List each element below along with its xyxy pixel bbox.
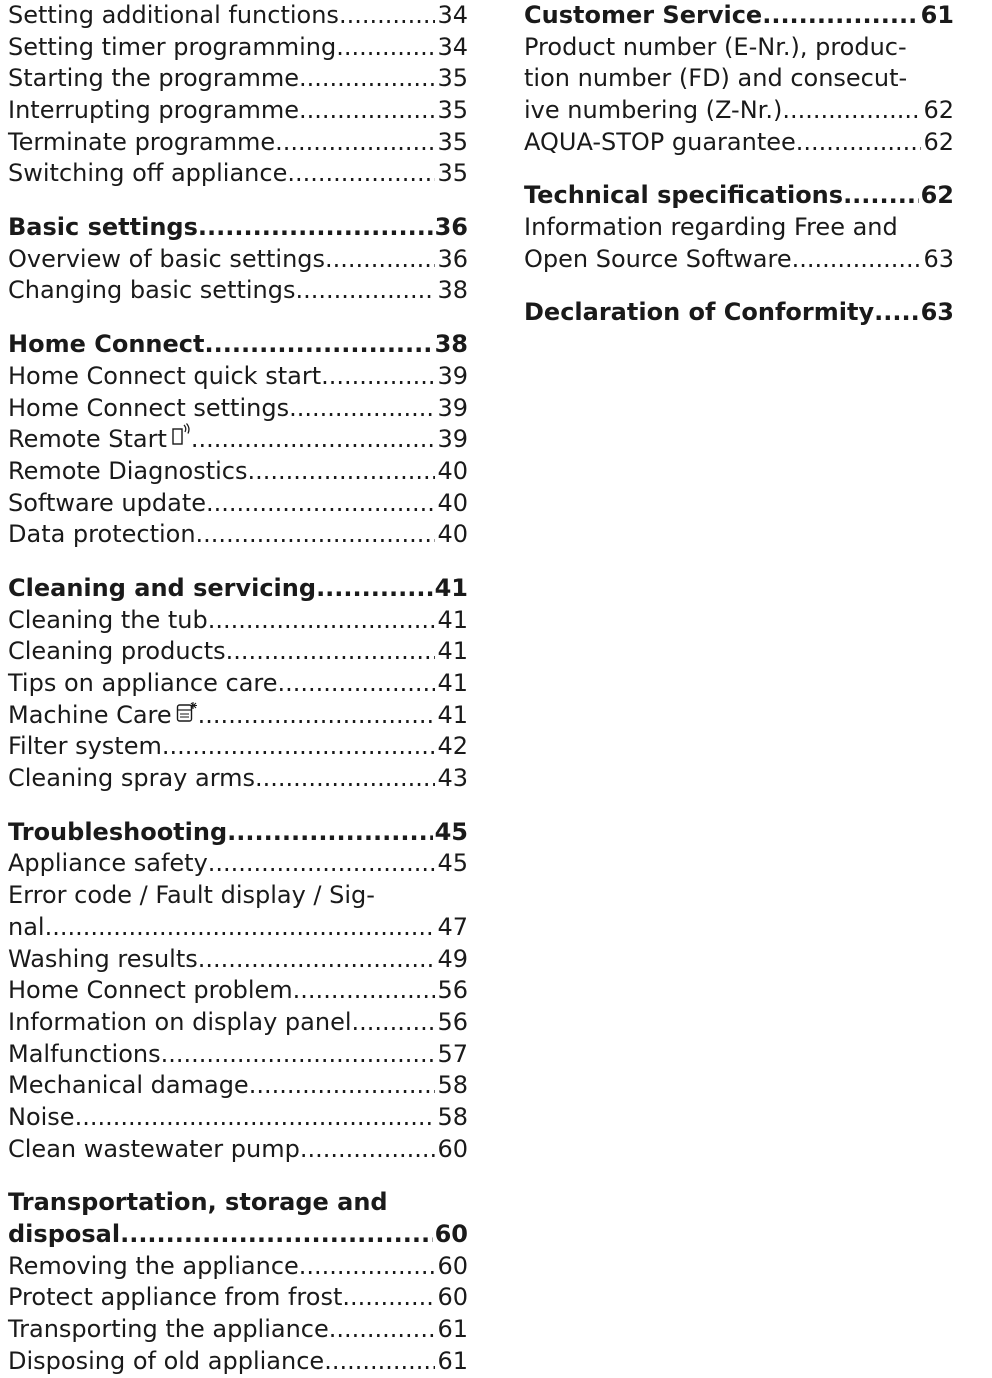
toc-entry[interactable]: Cleaning products41 [8,636,468,668]
toc-section-heading-customer-service[interactable]: Customer Service61 [524,0,954,32]
page-number: 60 [437,1251,468,1280]
page-number: 43 [437,764,468,793]
page-number: 42 [437,732,468,761]
toc-entry[interactable]: Home Connect problem56 [8,975,468,1007]
toc-entry[interactable]: Noise58 [8,1102,468,1134]
toc-entry[interactable]: Home Connect settings39 [8,393,468,425]
toc-entry[interactable]: Remote Diagnostics40 [8,456,468,488]
page-number: 39 [437,393,468,422]
page-number: 41 [434,573,468,602]
page-number: 35 [437,96,468,125]
toc-entry[interactable]: Overview of basic settings36 [8,244,468,276]
page-number: 40 [437,488,468,517]
toc-entry[interactable]: Cleaning the tub41 [8,605,468,637]
page-number: 56 [437,976,468,1005]
toc-entry[interactable]: Filter system42 [8,731,468,763]
toc-entry[interactable]: Removing the appliance60 [8,1251,468,1283]
toc-entry[interactable]: Interrupting programme35 [8,95,468,127]
page-number: 58 [437,1071,468,1100]
toc-entry[interactable]: Home Connect quick start39 [8,361,468,393]
page-number: 47 [437,912,468,941]
toc-entry[interactable]: Changing basic settings38 [8,276,468,308]
toc-entry[interactable]: Setting timer programming34 [8,32,468,64]
toc-entry[interactable]: Information on display panel56 [8,1007,468,1039]
page-number: 39 [437,361,468,390]
page-number: 34 [437,0,468,29]
page-number: 45 [437,849,468,878]
page-number: 57 [437,1039,468,1068]
toc-entry[interactable]: Tips on appliance care41 [8,668,468,700]
toc-section-heading-technical-specifications[interactable]: Technical specifications62 [524,180,954,212]
toc-entry[interactable]: Cleaning spray arms43 [8,763,468,795]
toc-entry[interactable]: Washing results49 [8,944,468,976]
page-number: 60 [434,1220,468,1249]
page-number: 63 [920,298,954,327]
page-number: 35 [437,64,468,93]
toc-section-heading-basic-settings[interactable]: Basic settings36 [8,212,468,244]
page-number: 49 [437,944,468,973]
page-number: 36 [437,244,468,273]
page-number: 35 [437,127,468,156]
page-number: 58 [437,1102,468,1131]
toc-entry[interactable]: Appliance safety45 [8,849,468,881]
toc-section-heading-transportation[interactable]: Transportation, storage and disposal60 [8,1187,468,1250]
page-number: 62 [920,181,954,210]
remote-start-icon [171,423,191,456]
page-number: 40 [437,456,468,485]
page-number: 35 [437,159,468,188]
toc-entry-error-code[interactable]: Error code / Fault display / Sig- nal47 [8,880,468,943]
page-number: 39 [437,425,468,454]
toc-entry[interactable]: Setting additional functions34 [8,0,468,32]
page-number: 41 [437,700,468,729]
toc-entry[interactable]: Starting the programme35 [8,63,468,95]
toc-section-heading-home-connect[interactable]: Home Connect38 [8,329,468,361]
page-number: 61 [920,0,954,29]
toc-entry[interactable]: Software update40 [8,488,468,520]
toc-entry[interactable]: Protect appliance from frost60 [8,1282,468,1314]
page-number: 41 [437,669,468,698]
toc-section-heading-troubleshooting[interactable]: Troubleshooting45 [8,817,468,849]
page-number: 41 [437,637,468,666]
toc-entry[interactable]: AQUA-STOP guarantee62 [524,127,954,159]
machine-care-icon [176,700,198,732]
toc-entry[interactable]: Machine Care41 [8,700,468,732]
toc-entry[interactable]: Switching off appliance35 [8,158,468,190]
page-number: 62 [923,96,954,125]
toc-right-column: Customer Service61 Product number (E-Nr.… [524,0,954,329]
page-number: 41 [437,605,468,634]
toc-entry[interactable]: Transporting the appliance61 [8,1314,468,1346]
toc-entry[interactable]: Clean wastewater pump60 [8,1134,468,1166]
page-number: 62 [923,127,954,156]
page-number: 38 [434,330,468,359]
toc-entry-product-number[interactable]: Product number (E-Nr.), produc- tion num… [524,32,954,127]
page-number: 36 [434,213,468,242]
toc-entry[interactable]: Mechanical damage58 [8,1070,468,1102]
page-number: 63 [923,244,954,273]
toc-entry-foss[interactable]: Information regarding Free and Open Sour… [524,212,954,275]
page-number: 45 [434,817,468,846]
toc-left-column: Setting additional functions34 Setting t… [8,0,468,1378]
toc-entry[interactable]: Data protection40 [8,519,468,551]
toc-section-heading-declaration[interactable]: Declaration of Conformity63 [524,298,954,330]
page-number: 60 [437,1134,468,1163]
page-number: 40 [437,520,468,549]
page-number: 38 [437,276,468,305]
page-number: 61 [437,1315,468,1344]
toc-entry[interactable]: Remote Start39 [8,423,468,456]
toc-section-heading-cleaning[interactable]: Cleaning and servicing41 [8,573,468,605]
toc-entry[interactable]: Malfunctions57 [8,1039,468,1071]
page-number: 56 [437,1007,468,1036]
page-number: 60 [437,1283,468,1312]
page-number: 34 [437,32,468,61]
toc-entry[interactable]: Terminate programme35 [8,127,468,159]
